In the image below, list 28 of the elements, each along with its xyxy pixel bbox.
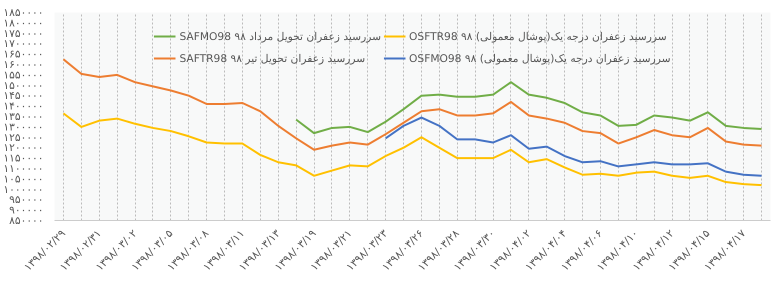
- legend-label: SAFMO98 ۹۸ سررسید زعفران تحویل مرداد: [179, 30, 382, 42]
- y-tick-label: ۱۶۵۰۰۰۰: [3, 48, 44, 61]
- y-tick-label: ۱۵۵۰۰۰۰: [3, 68, 44, 82]
- y-tick-label: ۱۴۰۰۰۰۰: [3, 100, 44, 113]
- line-series: [384, 116, 763, 177]
- y-tick-label: ۱۳۰۰۰۰۰: [3, 120, 44, 134]
- legend-label: OSFTR98 ۹۸ سررسید زعفران درجه یک(پوشال معمولی): [409, 30, 667, 42]
- y-tick-label: ۱۱۵۰۰۰۰: [3, 152, 44, 165]
- y-tick-label: ۱۲۵۰۰۰۰: [3, 130, 44, 144]
- y-tick-label: ۱۸۰۰۰۰۰: [3, 16, 44, 30]
- y-tick-label: ۱۵۰۰۰۰۰: [3, 78, 44, 92]
- line-series: [295, 81, 763, 134]
- y-tick-label: ۸۵۰۰۰۰: [9, 214, 44, 227]
- legend-label: SAFTR98 ۹۸ سررسید زعفران تحویل تیر: [179, 52, 366, 64]
- y-tick-label: ۱۰۵۰۰۰۰: [3, 172, 44, 186]
- legend-label: OSFMO98 ۹۸ سررسید زعفران درجه یک(پوشال معمولی): [409, 52, 671, 64]
- line-series: [62, 112, 763, 186]
- y-tick-label: ۱۶۰۰۰۰۰: [3, 58, 44, 71]
- y-tick-label: ۹۰۰۰۰۰: [9, 204, 44, 217]
- y-tick-label: ۱۴۵۰۰۰۰: [3, 89, 44, 102]
- y-tick-label: ۱۰۰۰۰۰۰: [3, 182, 44, 196]
- y-tick-label: ۱۸۵۰۰۰۰: [3, 6, 44, 19]
- y-tick-label: ۱۷۰۰۰۰۰: [3, 37, 44, 50]
- y-tick-label: ۱۳۵۰۰۰۰: [3, 110, 44, 123]
- y-tick-label: ۱۷۵۰۰۰۰: [3, 26, 44, 40]
- y-tick-label: ۱۱۰۰۰۰۰: [3, 162, 44, 175]
- y-tick-label: ۱۲۰۰۰۰۰: [3, 141, 44, 154]
- y-tick-label: ۹۵۰۰۰۰: [9, 193, 44, 206]
